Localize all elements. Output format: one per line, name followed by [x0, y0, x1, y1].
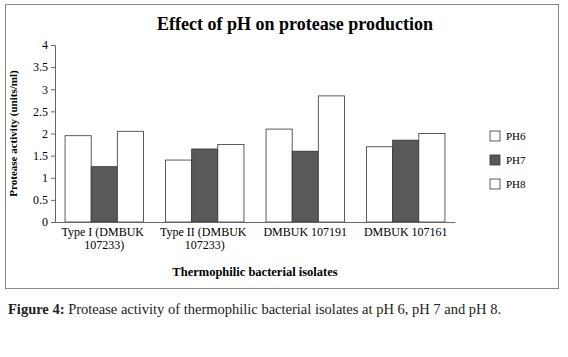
tick-label: 4	[42, 38, 48, 52]
y-axis-title: Protease activity (units/ml)	[7, 70, 20, 197]
tick-label: 0	[42, 215, 48, 229]
y-axis: 0 0.5 1 1.5 2 2.5 3 3.5 4	[33, 38, 56, 229]
tick-mark	[51, 111, 55, 112]
legend-label: PH7	[506, 154, 526, 166]
tick-label: Type II (DMBUK 107233)	[160, 225, 249, 253]
tick-label: Type I (DMBUK 107233)	[62, 225, 147, 253]
tick-mark	[51, 156, 55, 157]
legend-entry: PH7	[490, 154, 526, 166]
bar	[419, 134, 445, 223]
title: Effect of pH on protease production	[157, 14, 433, 34]
tick-label: DMBUK 107191	[263, 225, 347, 239]
tick-mark	[51, 200, 55, 201]
tick-mark	[51, 67, 55, 68]
axis-line	[56, 222, 456, 223]
tick: 0.5	[33, 193, 55, 207]
tick-label: 0.5	[33, 193, 48, 207]
plot: 00.511.522.533.54Type I (DMBUK 107233)Ty…	[33, 38, 456, 252]
bar	[367, 147, 393, 222]
bar	[218, 145, 244, 222]
tick-label: 1	[42, 171, 48, 185]
tick-mark	[51, 178, 55, 179]
tick: DMBUK 107191	[263, 222, 347, 239]
tick: 2	[42, 127, 55, 141]
bar	[65, 136, 91, 222]
tick: 3.5	[33, 60, 55, 74]
chart-border	[6, 5, 559, 289]
bar	[266, 129, 292, 222]
axis-line	[51, 46, 56, 223]
legend-swatch	[490, 155, 500, 165]
x-axis: Type I (DMBUK 107233) Type II (DMBUK 1072…	[56, 222, 456, 252]
tick-label: DMBUK 107161	[364, 225, 448, 239]
legend-entry: PH8	[490, 178, 526, 190]
bar	[166, 160, 192, 222]
tick-mark	[51, 45, 55, 46]
tick-label: 3	[42, 83, 48, 97]
tick: Type I (DMBUK 107233)	[62, 222, 147, 252]
tick: 1.5	[33, 149, 55, 163]
tick-label: 2.5	[33, 105, 48, 119]
legend-entry: PH6	[490, 130, 526, 142]
legend-label: PH6	[506, 130, 526, 142]
tick-mark	[51, 134, 55, 135]
tick-mark	[51, 89, 55, 90]
tick: DMBUK 107161	[364, 222, 448, 239]
tick: 4	[42, 38, 55, 52]
bars	[65, 96, 445, 222]
bar	[117, 131, 143, 222]
tick: 1	[42, 171, 55, 185]
legend: PH6 PH7 PH8	[490, 130, 526, 190]
tick-mark	[51, 222, 55, 223]
bar	[318, 96, 344, 222]
tick: Type II (DMBUK 107233)	[160, 222, 249, 252]
legend-swatch	[490, 131, 500, 141]
bar	[292, 151, 318, 222]
bar	[91, 167, 117, 222]
bar	[393, 140, 419, 222]
caption: Figure 4: Protease activity of thermophi…	[8, 300, 560, 319]
tick-label: 3.5	[33, 60, 48, 74]
bar	[192, 149, 218, 222]
chart: 00.511.522.533.54Type I (DMBUK 107233)Ty…	[0, 0, 568, 292]
x-axis-title: Thermophilic bacterial isolates	[172, 265, 337, 279]
legend-swatch	[490, 179, 500, 189]
tick: 3	[42, 83, 55, 97]
tick: 0	[42, 215, 55, 229]
tick-label: 2	[42, 127, 48, 141]
tick: 2.5	[33, 105, 55, 119]
legend-label: PH8	[506, 178, 526, 190]
tick-label: 1.5	[33, 149, 48, 163]
